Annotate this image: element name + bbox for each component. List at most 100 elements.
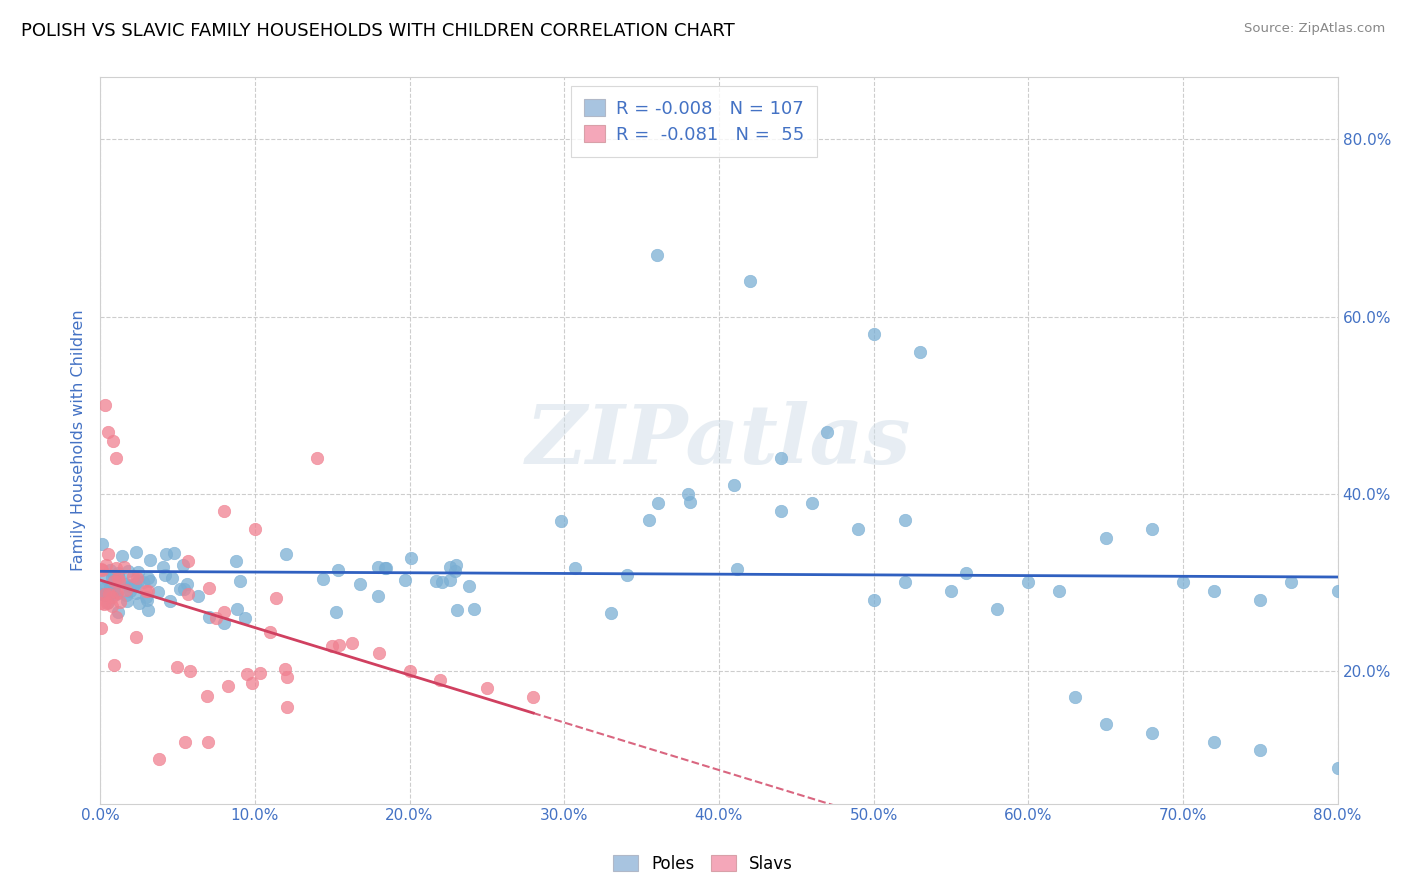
Point bbox=[173, 582, 195, 597]
Point bbox=[367, 589, 389, 603]
Point bbox=[398, 664, 420, 678]
Point bbox=[112, 559, 135, 574]
Point bbox=[939, 584, 962, 599]
Point bbox=[1326, 761, 1348, 775]
Point bbox=[1140, 725, 1163, 739]
Point bbox=[217, 679, 239, 693]
Point bbox=[893, 575, 915, 590]
Point bbox=[198, 609, 221, 624]
Point bbox=[94, 558, 117, 573]
Point bbox=[174, 734, 197, 748]
Point bbox=[121, 579, 143, 593]
Point bbox=[104, 451, 127, 466]
Point bbox=[1063, 690, 1085, 705]
Point bbox=[107, 605, 129, 619]
Point bbox=[96, 571, 118, 585]
Point bbox=[862, 593, 884, 607]
Point bbox=[103, 585, 125, 599]
Y-axis label: Family Households with Children: Family Households with Children bbox=[72, 310, 86, 572]
Point bbox=[1249, 593, 1271, 607]
Point bbox=[117, 565, 139, 579]
Point bbox=[564, 560, 586, 574]
Point bbox=[1326, 584, 1348, 599]
Point bbox=[94, 586, 117, 600]
Point bbox=[1094, 717, 1116, 731]
Point bbox=[1249, 743, 1271, 757]
Point bbox=[90, 596, 112, 610]
Point bbox=[146, 584, 169, 599]
Point bbox=[274, 662, 297, 676]
Point bbox=[103, 581, 125, 595]
Point bbox=[96, 596, 118, 610]
Point bbox=[645, 247, 668, 261]
Point bbox=[103, 568, 125, 582]
Point bbox=[195, 689, 218, 703]
Point bbox=[136, 570, 159, 584]
Point bbox=[475, 681, 498, 696]
Point bbox=[176, 576, 198, 591]
Point bbox=[93, 597, 115, 611]
Point bbox=[155, 547, 177, 561]
Point bbox=[97, 587, 120, 601]
Point bbox=[374, 560, 396, 574]
Point bbox=[103, 574, 125, 588]
Point bbox=[229, 574, 252, 589]
Point bbox=[160, 571, 183, 585]
Point bbox=[908, 345, 931, 359]
Point bbox=[893, 513, 915, 527]
Point bbox=[127, 574, 149, 588]
Point bbox=[105, 609, 128, 624]
Point bbox=[955, 566, 977, 581]
Point bbox=[111, 549, 134, 563]
Point bbox=[105, 586, 128, 600]
Point bbox=[679, 495, 702, 509]
Point bbox=[96, 587, 118, 601]
Point bbox=[90, 621, 112, 635]
Point bbox=[325, 605, 347, 619]
Point bbox=[276, 700, 298, 714]
Point bbox=[212, 605, 235, 619]
Point bbox=[522, 690, 544, 705]
Point bbox=[101, 591, 124, 605]
Point bbox=[97, 595, 120, 609]
Point bbox=[800, 495, 823, 509]
Point bbox=[401, 550, 423, 565]
Point bbox=[163, 546, 186, 560]
Point bbox=[97, 548, 120, 562]
Point bbox=[439, 574, 461, 588]
Point bbox=[148, 752, 170, 766]
Point bbox=[136, 584, 159, 599]
Point bbox=[430, 575, 453, 590]
Point bbox=[425, 574, 447, 588]
Point bbox=[100, 599, 122, 614]
Point bbox=[264, 591, 287, 606]
Point bbox=[136, 603, 159, 617]
Point bbox=[114, 588, 136, 602]
Point bbox=[212, 615, 235, 630]
Point bbox=[457, 579, 479, 593]
Point bbox=[349, 577, 371, 591]
Point bbox=[172, 558, 194, 572]
Point bbox=[429, 673, 451, 687]
Point bbox=[225, 554, 247, 568]
Point bbox=[94, 398, 117, 412]
Point bbox=[242, 676, 264, 690]
Point bbox=[107, 566, 129, 580]
Point bbox=[107, 571, 129, 585]
Legend: Poles, Slavs: Poles, Slavs bbox=[606, 848, 800, 880]
Point bbox=[725, 562, 748, 576]
Point bbox=[122, 568, 145, 582]
Text: ZIPatlas: ZIPatlas bbox=[526, 401, 911, 481]
Point bbox=[738, 274, 761, 288]
Point bbox=[205, 611, 228, 625]
Point bbox=[243, 522, 266, 536]
Point bbox=[311, 572, 333, 586]
Point bbox=[374, 561, 396, 575]
Point bbox=[115, 577, 138, 591]
Point bbox=[166, 660, 188, 674]
Point bbox=[1017, 575, 1039, 590]
Point bbox=[197, 581, 219, 595]
Point bbox=[439, 559, 461, 574]
Point bbox=[98, 580, 121, 594]
Point bbox=[101, 434, 124, 448]
